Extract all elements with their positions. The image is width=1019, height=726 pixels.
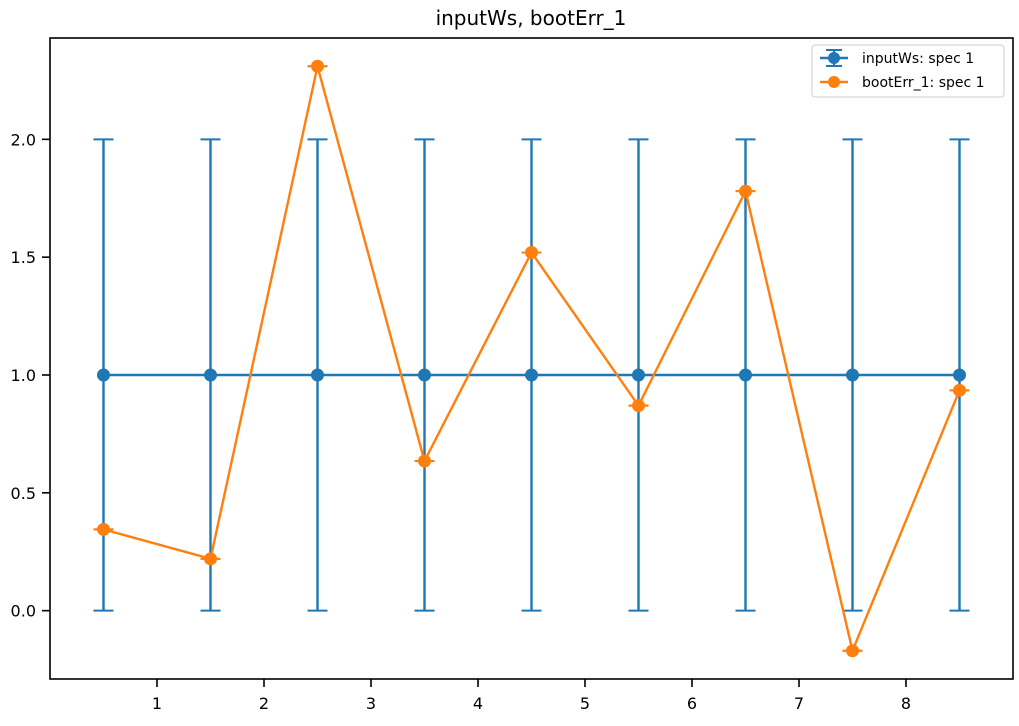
data-point — [953, 383, 966, 397]
series-0 — [93, 138, 970, 612]
data-point — [846, 644, 859, 658]
legend-label: inputWs: spec 1 — [862, 51, 974, 67]
plot-frame — [49, 37, 1014, 680]
data-point — [97, 368, 110, 382]
data-point — [525, 245, 538, 259]
data-point — [311, 368, 324, 382]
y-tick-label: 0.0 — [11, 602, 36, 621]
legend-marker — [828, 52, 840, 64]
x-tick-label: 8 — [901, 694, 911, 713]
plot-area — [93, 59, 970, 658]
chart-title: inputWs, bootErr_1 — [436, 6, 627, 30]
y-tick-label: 0.5 — [11, 484, 36, 503]
legend-marker — [828, 76, 840, 88]
legend-box — [811, 44, 1005, 98]
data-point — [632, 399, 645, 413]
x-tick-label: 6 — [687, 694, 697, 713]
x-tick-label: 2 — [259, 694, 269, 713]
data-point — [204, 552, 217, 566]
data-point — [525, 368, 538, 382]
data-point — [311, 59, 324, 73]
data-point — [632, 368, 645, 382]
legend-label: bootErr_1: spec 1 — [862, 75, 985, 91]
y-tick-label: 1.0 — [11, 366, 36, 385]
x-tick-label: 7 — [794, 694, 804, 713]
series-1 — [93, 59, 970, 658]
legend-entries: inputWs: spec 1 bootErr_1: spec 1 — [820, 49, 985, 91]
data-point — [739, 184, 752, 198]
x-tick-label: 5 — [580, 694, 590, 713]
data-point — [418, 454, 431, 468]
x-tick-label: 1 — [152, 694, 162, 713]
data-point — [739, 368, 752, 382]
y-tick-label: 1.5 — [11, 248, 36, 267]
y-tick-label: 2.0 — [11, 130, 36, 149]
data-point — [418, 368, 431, 382]
data-point — [204, 368, 217, 382]
x-tick-label: 3 — [366, 694, 376, 713]
x-tick-label: 4 — [473, 694, 483, 713]
data-point — [97, 522, 110, 536]
x-axis: 1 2 3 4 5 6 7 8 — [152, 679, 911, 713]
data-point — [953, 368, 966, 382]
y-axis: 0.0 0.5 1.0 1.5 2.0 — [11, 130, 50, 621]
legend: inputWs: spec 1 bootErr_1: spec 1 — [811, 44, 1005, 98]
data-point — [846, 368, 859, 382]
